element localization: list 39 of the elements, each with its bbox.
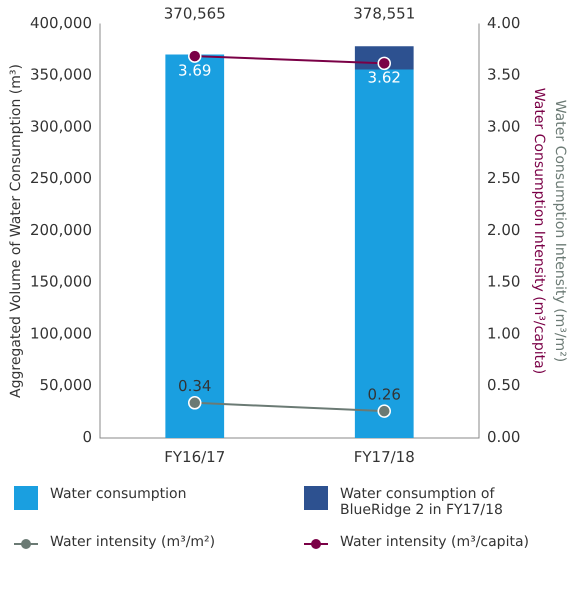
y2-axis-title: Water Consumption Intensity (m³/capita) bbox=[531, 88, 548, 374]
y-tick-label: 0 bbox=[82, 428, 92, 446]
y-tick-label: 200,000 bbox=[30, 220, 92, 239]
total-label: 378,551 bbox=[353, 4, 416, 22]
y3-axis-title: Water Consumption Intensity (m³/m²) bbox=[552, 100, 568, 362]
y2-tick-label: 1.00 bbox=[487, 324, 520, 342]
y2-tick-label: 1.50 bbox=[487, 272, 520, 291]
point bbox=[378, 404, 391, 418]
y-axis-title: Aggregated Volume of Water Consumption (m³) bbox=[8, 64, 24, 398]
bar bbox=[354, 70, 414, 438]
bar bbox=[165, 54, 224, 438]
data-label: 3.69 bbox=[178, 61, 212, 80]
legend-label: Water intensity (m³/capita) bbox=[340, 534, 529, 550]
y2-tick-label: 3.00 bbox=[487, 117, 520, 136]
legend-label: Water consumption bbox=[50, 486, 186, 502]
x-tick-label: FY16/17 bbox=[164, 448, 226, 466]
y-tick-label: 250,000 bbox=[30, 169, 92, 188]
legend-label: Water consumption of BlueRidge 2 in FY17/18 bbox=[340, 486, 504, 518]
y2-tick-label: 0.00 bbox=[487, 428, 520, 446]
x-tick-label: FY17/18 bbox=[354, 448, 415, 466]
data-label: 0.26 bbox=[368, 385, 401, 404]
y-tick-label: 100,000 bbox=[30, 324, 92, 342]
y2-tick-label: 3.50 bbox=[487, 66, 520, 84]
y2-tick-label: 4.00 bbox=[487, 14, 520, 32]
point bbox=[378, 56, 391, 70]
y-tick-label: 150,000 bbox=[30, 272, 92, 291]
y-tick-label: 350,000 bbox=[30, 66, 92, 84]
legend-label: Water intensity (m³/m²) bbox=[50, 534, 216, 550]
y-tick-label: 50,000 bbox=[40, 376, 92, 394]
y-tick-label: 400,000 bbox=[30, 14, 92, 32]
y-tick-label: 300,000 bbox=[30, 117, 92, 136]
y2-tick-label: 2.50 bbox=[487, 169, 520, 188]
point bbox=[188, 396, 202, 410]
data-label: 3.62 bbox=[368, 68, 401, 87]
total-label: 370,565 bbox=[164, 4, 226, 22]
y2-tick-label: 2.00 bbox=[487, 220, 520, 239]
point bbox=[188, 49, 202, 63]
data-label: 0.34 bbox=[178, 377, 212, 396]
y2-tick-label: 0.50 bbox=[487, 376, 520, 394]
